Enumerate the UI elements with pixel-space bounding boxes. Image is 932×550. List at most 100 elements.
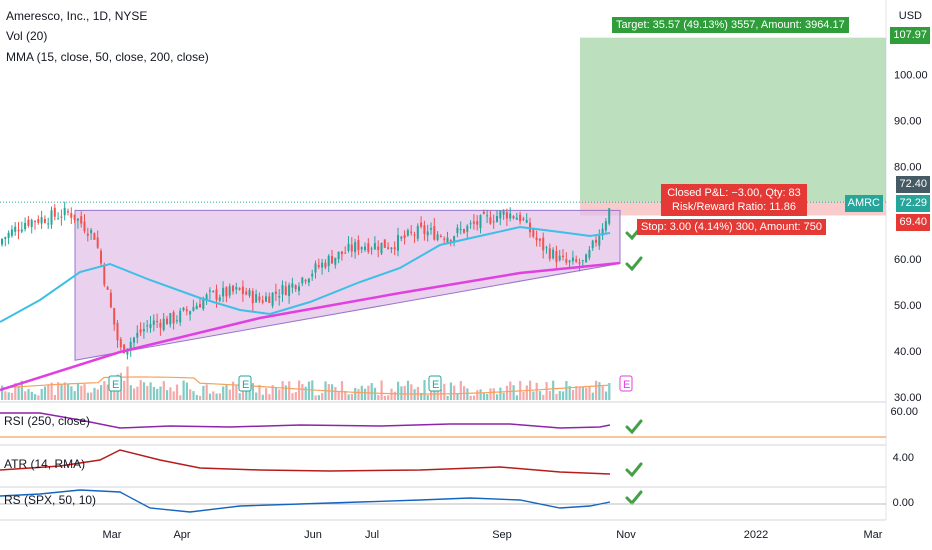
volume-bar [545,382,548,400]
volume-bar [555,393,558,400]
mma-legend: MMA (15, close, 50, close, 200, close) [6,50,209,64]
volume-bar [100,385,103,400]
volume-bar [258,384,261,400]
candle-body [538,238,541,241]
candle-body [258,296,261,301]
rsi-axis-label: 60.00 [890,406,918,418]
candle-body [93,233,96,240]
candle-body [453,236,456,242]
volume-bar [449,382,452,400]
earnings-marker-text: E [112,379,119,391]
candle-body [446,237,449,243]
volume-bar [152,386,155,400]
candle-body [373,243,376,250]
candle-body [146,325,149,327]
volume-bar [542,394,545,400]
time-axis-label: Apr [173,529,190,541]
price-tick-label: 80.00 [894,162,922,174]
rs-label: RS (SPX, 50, 10) [4,493,97,507]
volume-bar [489,388,492,400]
time-axis-label: Mar [864,529,883,541]
candle-body [486,215,489,217]
earnings-marker-box [108,375,122,392]
candle-body [37,219,40,223]
volume-bar [562,391,565,400]
earnings-marker-upcoming-text: E [623,379,630,391]
volume-bar [67,383,70,400]
volume-bar [136,386,139,400]
candle-body [14,226,17,232]
candle-body [192,307,195,311]
candle-body [430,228,432,230]
candle-body [558,255,561,261]
candle-body [172,312,175,324]
volume-bar [83,384,86,400]
candle-body [288,285,291,296]
candle-body [47,223,50,225]
candle-body [436,234,439,241]
earnings-marker-box [238,375,252,392]
volume-bar [166,390,169,400]
candle-body [129,341,132,350]
candle-body [505,212,508,219]
volume-bar [4,391,7,400]
candle-body [73,214,76,221]
candle-body [420,222,423,227]
candle-body [199,304,201,308]
volume-bar [103,381,106,400]
candle-body [113,307,116,325]
volume-bar [1,385,4,400]
candle-body [261,300,264,303]
volume-bar [552,380,555,400]
volume-bar [350,394,353,400]
candle-body [175,320,178,322]
atr-line [0,449,611,475]
volume-bar [192,391,195,400]
candle-body [463,229,465,233]
candle-body [53,207,56,217]
candle-body [479,215,482,229]
volume-bar [548,391,551,400]
volume-bar [598,382,601,400]
volume-bar [456,393,459,400]
volume-bar [327,384,330,400]
volume-bar [185,382,188,400]
volume-bar [225,385,228,400]
volume-bar [182,380,185,400]
candle-body [311,273,314,277]
candle-body [307,278,310,283]
volume-bar [179,395,182,400]
candle-body [512,216,515,219]
stop-label[interactable]: Stop: 3.00 (4.14%) 300, Amount: 750 [637,219,827,235]
volume-bar [90,392,93,400]
candle-body [182,307,185,311]
volume-bar [215,393,218,400]
candle-body [380,242,383,254]
volume-bar [512,385,515,400]
volume-bar [261,394,264,400]
candle-body [413,234,416,236]
volume-bar [314,395,317,400]
volume-bar [96,389,99,400]
candle-body [331,256,333,264]
volume-bar [294,392,297,400]
volume-bar [347,394,350,400]
candle-body [215,289,218,300]
volume-bar [505,385,509,400]
candle-body [238,287,241,290]
candle-body [268,296,271,303]
volume-bar [14,383,17,400]
candle-body [397,235,399,251]
target-label[interactable]: Target: 35.57 (49.13%) 3557, Amount: 396… [612,17,849,33]
candle-body [552,249,555,259]
position-summary[interactable]: Closed P&L: −3.00, Qty: 83 Risk/Reward R… [661,184,807,216]
volume-bar [47,384,50,400]
volume-bar [20,380,23,400]
volume-bar [420,392,423,400]
volume-bar [189,389,192,400]
candle-body [60,216,63,218]
candle-body [364,246,366,250]
candle-body [469,223,472,225]
